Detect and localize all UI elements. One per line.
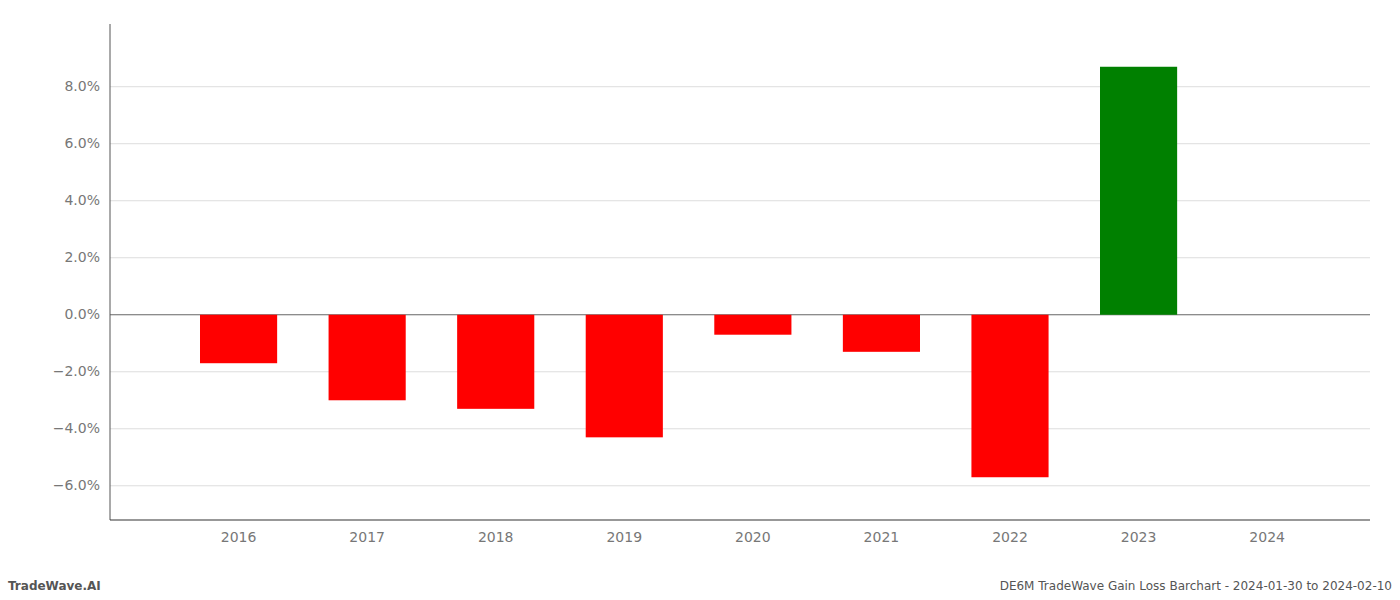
chart-container: −6.0%−4.0%−2.0%0.0%2.0%4.0%6.0%8.0%20162… [0,0,1400,600]
y-tick-label: 6.0% [64,135,100,151]
y-tick-label: −2.0% [53,363,100,379]
x-tick-label: 2023 [1121,529,1157,545]
bar [200,315,277,363]
footer-right: DE6M TradeWave Gain Loss Barchart - 2024… [1000,579,1392,593]
x-axis-labels: 2016 2017 2018 2019 2020 2021 2022 2023 2024 [221,529,1285,545]
background [0,0,1400,600]
grid-line [110,485,1370,486]
x-axis-line [110,519,1370,520]
x-tick-label: 2024 [1249,529,1285,545]
x-tick-label: 2017 [349,529,385,545]
y-tick-label: −6.0% [53,477,100,493]
grid-line [110,428,1370,429]
bar [971,315,1048,477]
x-tick-label: 2021 [864,529,900,545]
grid-line [110,371,1370,372]
bar [329,315,406,401]
x-tick-label: 2018 [478,529,514,545]
y-tick-label: −4.0% [53,420,100,436]
x-tick-label: 2019 [606,529,642,545]
y-axis-line [110,24,111,520]
footer-left: TradeWave.AI [8,579,101,593]
bar [586,315,663,438]
bar [1100,67,1177,315]
x-tick-label: 2016 [221,529,257,545]
y-tick-label: 8.0% [64,78,100,94]
grid-line [110,143,1370,144]
y-tick-label: 2.0% [64,249,100,265]
bars [200,67,1177,477]
grid-line [110,200,1370,201]
bar [843,315,920,352]
y-tick-label: 0.0% [64,306,100,322]
y-axis-labels: −6.0% −4.0% −2.0% 0.0% 2.0% 4.0% 6.0% 8.0% [53,78,100,493]
bar [457,315,534,409]
x-tick-label: 2020 [735,529,771,545]
x-tick-label: 2022 [992,529,1028,545]
grid [110,87,1370,486]
y-tick-label: 4.0% [64,192,100,208]
bar [714,315,791,335]
grid-line [110,257,1370,258]
grid-line [110,86,1370,87]
chart-svg: −6.0%−4.0%−2.0%0.0%2.0%4.0%6.0%8.0%20162… [0,0,1400,600]
